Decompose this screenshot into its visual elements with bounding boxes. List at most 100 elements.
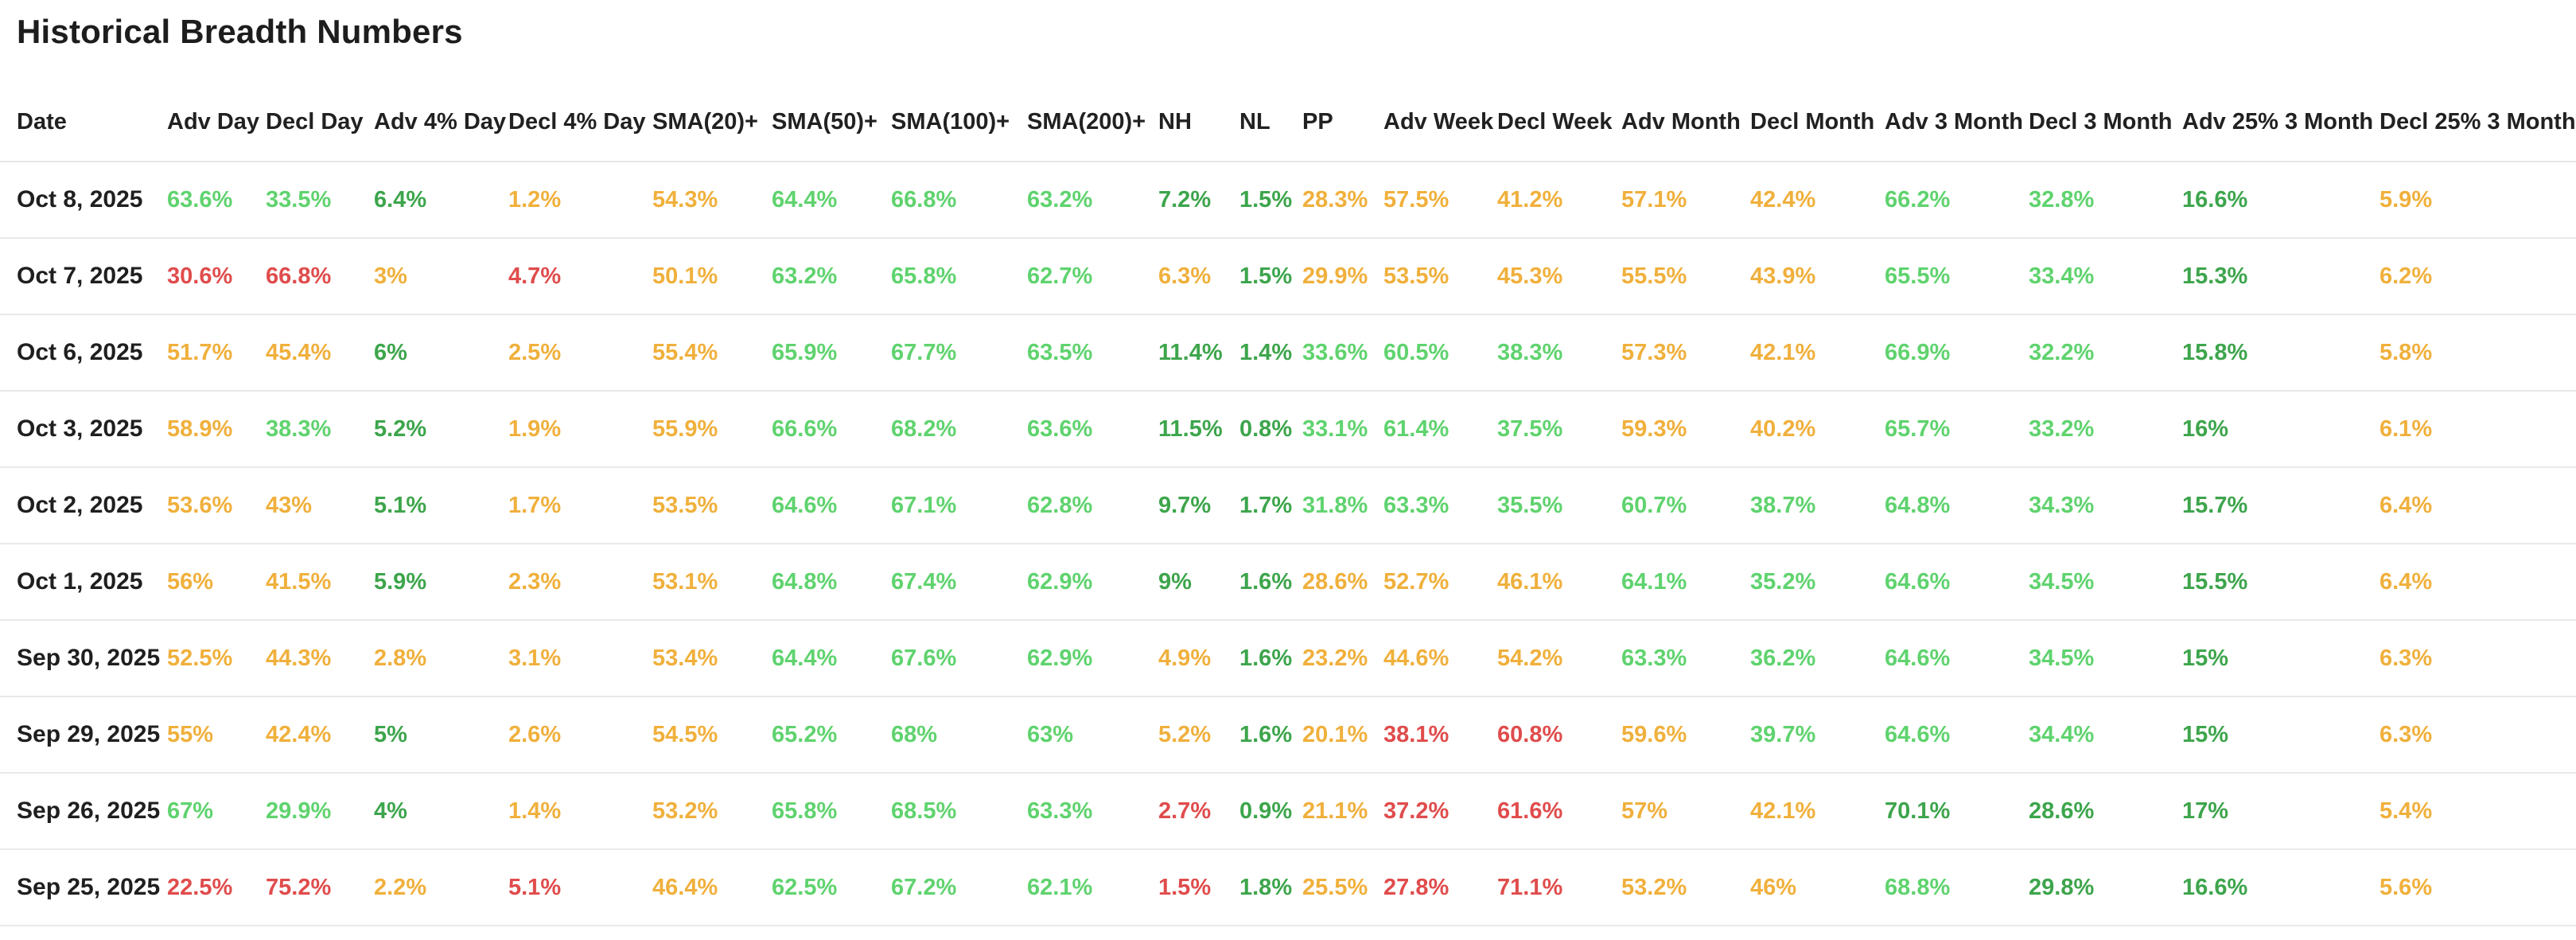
- value-cell-decl-week: 35.5%: [1497, 467, 1621, 544]
- value-cell-adv-day: 55%: [167, 696, 266, 774]
- value-cell-adv-3-month: 65.5%: [1885, 238, 2029, 315]
- value-cell-pp: 33.1%: [1302, 391, 1383, 468]
- value-cell-decl-month: 46%: [1750, 849, 1885, 926]
- value-cell-decl-3-month: 28.6%: [2029, 773, 2182, 850]
- value-cell-sma-200: 62.7%: [1027, 238, 1158, 315]
- value-cell-decl-25-3-month: 5.9%: [2379, 162, 2576, 239]
- value-cell-sma-100: 67.1%: [891, 467, 1027, 544]
- value-cell-nh: 4.9%: [1158, 620, 1239, 697]
- value-cell-nh: 9.7%: [1158, 467, 1239, 544]
- column-header-sma-200: SMA(200)+: [1027, 51, 1158, 162]
- value-cell-decl-day: 45.4%: [266, 314, 374, 392]
- value-cell-nh: 7.2%: [1158, 162, 1239, 239]
- value-cell-decl-4-day: 2.5%: [508, 314, 652, 392]
- value-cell-decl-3-month: 33.4%: [2029, 238, 2182, 315]
- column-header-sma-50: SMA(50)+: [772, 51, 891, 162]
- value-cell-nh: 1.5%: [1158, 849, 1239, 926]
- value-cell-adv-day: 63.6%: [167, 162, 266, 239]
- value-cell-adv-month: 64.1%: [1621, 544, 1750, 621]
- value-cell-nl: 1.6%: [1239, 620, 1302, 697]
- value-cell-sma-200: 63%: [1027, 696, 1158, 774]
- value-cell-decl-3-month: 29.8%: [2029, 849, 2182, 926]
- value-cell-decl-day: 42.4%: [266, 696, 374, 774]
- value-cell-pp: 20.1%: [1302, 696, 1383, 774]
- value-cell-sma-50: 64.4%: [772, 620, 891, 697]
- value-cell-decl-25-3-month: 6.4%: [2379, 544, 2576, 621]
- value-cell-adv-4-day: 6.4%: [374, 162, 508, 239]
- value-cell-decl-month: 43.9%: [1750, 238, 1885, 315]
- value-cell-decl-25-3-month: 5.6%: [2379, 849, 2576, 926]
- table-row: Oct 3, 2025 58.9% 38.3% 5.2% 1.9% 55.9% 66.6% 6…: [0, 391, 2576, 468]
- value-cell-adv-3-month: 68.8%: [1885, 849, 2029, 926]
- date-cell: Sep 30, 2025: [0, 620, 167, 697]
- value-cell-sma-50: 63.2%: [772, 238, 891, 315]
- value-cell-adv-4-day: 2.2%: [374, 849, 508, 926]
- column-header-adv-4-day: Adv 4% Day: [374, 51, 508, 162]
- value-cell-sma-100: 66.8%: [891, 162, 1027, 239]
- column-header-sma-20: SMA(20)+: [652, 51, 772, 162]
- date-cell: Oct 8, 2025: [0, 162, 167, 239]
- value-cell-sma-50: 64.6%: [772, 467, 891, 544]
- value-cell-adv-3-month: 65.7%: [1885, 391, 2029, 468]
- value-cell-sma-200: 63.3%: [1027, 773, 1158, 850]
- value-cell-adv-3-month: 64.6%: [1885, 696, 2029, 774]
- value-cell-sma-50: 65.2%: [772, 696, 891, 774]
- value-cell-adv-week: 38.1%: [1383, 696, 1497, 774]
- value-cell-sma-20: 54.3%: [652, 162, 772, 239]
- value-cell-adv-month: 63.3%: [1621, 620, 1750, 697]
- value-cell-adv-3-month: 64.8%: [1885, 467, 2029, 544]
- value-cell-adv-week: 37.2%: [1383, 773, 1497, 850]
- value-cell-pp: 25.5%: [1302, 849, 1383, 926]
- value-cell-pp: 31.8%: [1302, 467, 1383, 544]
- value-cell-adv-25-3-month: 15.3%: [2182, 238, 2379, 315]
- column-header-adv-25-3-month: Adv 25% 3 Month: [2182, 51, 2379, 162]
- value-cell-decl-week: 46.1%: [1497, 544, 1621, 621]
- column-header-decl-25-3-month: Decl 25% 3 Month: [2379, 51, 2576, 162]
- date-cell: Sep 25, 2025: [0, 849, 167, 926]
- value-cell-decl-25-3-month: 5.4%: [2379, 773, 2576, 850]
- value-cell-adv-month: 55.5%: [1621, 238, 1750, 315]
- value-cell-adv-day: 56%: [167, 544, 266, 621]
- value-cell-adv-25-3-month: 15%: [2182, 620, 2379, 697]
- value-cell-adv-week: 44.6%: [1383, 620, 1497, 697]
- value-cell-decl-month: 42.1%: [1750, 773, 1885, 850]
- value-cell-decl-day: 33.5%: [266, 162, 374, 239]
- value-cell-adv-3-month: 64.6%: [1885, 620, 2029, 697]
- value-cell-decl-3-month: 34.3%: [2029, 467, 2182, 544]
- value-cell-decl-4-day: 1.2%: [508, 162, 652, 239]
- value-cell-adv-25-3-month: 17%: [2182, 773, 2379, 850]
- date-cell: Oct 2, 2025: [0, 467, 167, 544]
- value-cell-adv-week: 27.8%: [1383, 849, 1497, 926]
- value-cell-adv-25-3-month: 15.7%: [2182, 467, 2379, 544]
- value-cell-sma-20: 50.1%: [652, 238, 772, 315]
- value-cell-adv-4-day: 2.8%: [374, 620, 508, 697]
- value-cell-pp: 28.6%: [1302, 544, 1383, 621]
- value-cell-decl-month: 39.7%: [1750, 696, 1885, 774]
- value-cell-nl: 1.4%: [1239, 314, 1302, 392]
- date-cell: Oct 1, 2025: [0, 544, 167, 621]
- value-cell-adv-4-day: 5%: [374, 696, 508, 774]
- value-cell-adv-week: 60.5%: [1383, 314, 1497, 392]
- value-cell-adv-25-3-month: 15.5%: [2182, 544, 2379, 621]
- value-cell-decl-day: 41.5%: [266, 544, 374, 621]
- value-cell-adv-25-3-month: 16.6%: [2182, 162, 2379, 239]
- value-cell-adv-month: 57.3%: [1621, 314, 1750, 392]
- value-cell-decl-3-month: 32.8%: [2029, 162, 2182, 239]
- value-cell-nl: 1.8%: [1239, 849, 1302, 926]
- column-header-decl-week: Decl Week: [1497, 51, 1621, 162]
- value-cell-pp: 33.6%: [1302, 314, 1383, 392]
- value-cell-adv-month: 59.6%: [1621, 696, 1750, 774]
- value-cell-decl-3-month: 34.4%: [2029, 696, 2182, 774]
- value-cell-decl-day: 44.3%: [266, 620, 374, 697]
- value-cell-decl-4-day: 3.1%: [508, 620, 652, 697]
- date-cell: Sep 26, 2025: [0, 773, 167, 850]
- value-cell-decl-week: 37.5%: [1497, 391, 1621, 468]
- value-cell-decl-week: 54.2%: [1497, 620, 1621, 697]
- value-cell-sma-100: 67.4%: [891, 544, 1027, 621]
- breadth-table: Date Adv Day Decl Day Adv 4% Day Decl 4% Day…: [0, 51, 2576, 926]
- value-cell-sma-50: 64.4%: [772, 162, 891, 239]
- date-cell: Oct 6, 2025: [0, 314, 167, 392]
- value-cell-decl-week: 45.3%: [1497, 238, 1621, 315]
- value-cell-adv-month: 60.7%: [1621, 467, 1750, 544]
- column-header-nl: NL: [1239, 51, 1302, 162]
